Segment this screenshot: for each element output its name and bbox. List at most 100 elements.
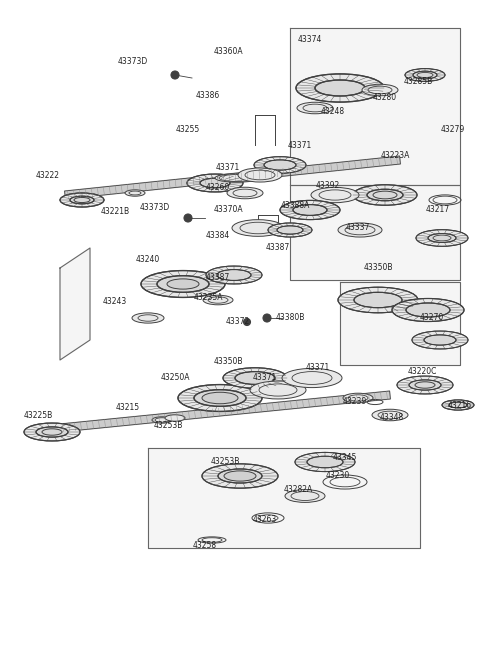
Ellipse shape: [132, 313, 164, 323]
Ellipse shape: [60, 193, 104, 207]
Ellipse shape: [424, 335, 456, 345]
Text: 43388A: 43388A: [280, 200, 310, 210]
Text: 43243: 43243: [103, 297, 127, 307]
Ellipse shape: [224, 471, 256, 481]
Ellipse shape: [202, 464, 278, 488]
Text: 43240: 43240: [136, 255, 160, 265]
Ellipse shape: [125, 190, 145, 196]
Ellipse shape: [367, 189, 403, 201]
Text: 43360A: 43360A: [213, 48, 243, 56]
Text: 43350B: 43350B: [363, 263, 393, 272]
Ellipse shape: [200, 178, 230, 188]
Text: 43220C: 43220C: [408, 367, 437, 377]
Text: 43258: 43258: [193, 540, 217, 550]
Ellipse shape: [250, 381, 306, 399]
Text: 43374: 43374: [298, 35, 322, 45]
Text: 43392: 43392: [316, 181, 340, 189]
Ellipse shape: [217, 270, 251, 280]
Ellipse shape: [223, 367, 287, 388]
Ellipse shape: [187, 174, 243, 192]
Text: 43279: 43279: [441, 126, 465, 134]
Ellipse shape: [282, 368, 342, 388]
Text: 43270: 43270: [420, 314, 444, 322]
Ellipse shape: [413, 71, 437, 79]
Text: 43384: 43384: [206, 231, 230, 240]
Ellipse shape: [354, 292, 402, 308]
Ellipse shape: [194, 390, 246, 406]
Text: 43285B: 43285B: [403, 77, 432, 86]
Ellipse shape: [70, 196, 94, 204]
Ellipse shape: [264, 160, 296, 170]
Text: 43371: 43371: [253, 373, 277, 383]
Ellipse shape: [215, 174, 259, 182]
Ellipse shape: [227, 187, 263, 198]
Ellipse shape: [280, 200, 340, 219]
Text: 43386: 43386: [196, 90, 220, 100]
Ellipse shape: [218, 469, 262, 483]
Polygon shape: [290, 28, 460, 185]
Ellipse shape: [24, 423, 80, 441]
Text: 43253B: 43253B: [210, 457, 240, 466]
Ellipse shape: [141, 271, 225, 297]
Polygon shape: [60, 391, 390, 432]
Ellipse shape: [311, 187, 359, 202]
Text: 43248: 43248: [321, 107, 345, 117]
Text: 43217: 43217: [426, 206, 450, 214]
Text: 43255: 43255: [176, 126, 200, 134]
Ellipse shape: [409, 380, 441, 390]
Ellipse shape: [295, 453, 355, 472]
Text: 43370A: 43370A: [213, 206, 243, 214]
Ellipse shape: [392, 299, 464, 322]
Polygon shape: [340, 282, 460, 365]
Ellipse shape: [428, 234, 456, 242]
Ellipse shape: [238, 168, 282, 182]
Text: 43371: 43371: [216, 164, 240, 172]
Text: 43282A: 43282A: [283, 485, 312, 495]
Ellipse shape: [406, 303, 450, 317]
Ellipse shape: [268, 223, 312, 237]
Ellipse shape: [232, 219, 284, 236]
Ellipse shape: [296, 74, 384, 102]
Ellipse shape: [416, 230, 468, 246]
Ellipse shape: [338, 287, 418, 313]
Ellipse shape: [165, 415, 185, 421]
Ellipse shape: [167, 279, 199, 289]
Ellipse shape: [243, 318, 251, 326]
Ellipse shape: [293, 204, 327, 215]
Text: 43253B: 43253B: [153, 421, 183, 430]
Text: 43250A: 43250A: [160, 373, 190, 383]
Text: 43280: 43280: [373, 94, 397, 102]
Text: 43223A: 43223A: [380, 151, 410, 160]
Ellipse shape: [285, 489, 325, 502]
Text: 43215: 43215: [116, 403, 140, 413]
Ellipse shape: [203, 295, 233, 305]
Polygon shape: [60, 248, 90, 360]
Ellipse shape: [263, 314, 271, 322]
Ellipse shape: [206, 266, 262, 284]
Text: 43235A: 43235A: [193, 293, 223, 303]
Ellipse shape: [353, 185, 417, 205]
Ellipse shape: [157, 276, 209, 292]
Ellipse shape: [412, 331, 468, 349]
Text: 43371: 43371: [288, 141, 312, 149]
Ellipse shape: [362, 84, 398, 96]
Ellipse shape: [235, 371, 275, 384]
Text: 43337: 43337: [346, 223, 370, 233]
Text: 43373D: 43373D: [140, 204, 170, 212]
Ellipse shape: [307, 457, 343, 468]
Text: 43350B: 43350B: [213, 358, 243, 367]
Text: 43230: 43230: [326, 470, 350, 479]
Ellipse shape: [178, 384, 262, 411]
Ellipse shape: [343, 393, 373, 403]
Ellipse shape: [152, 417, 172, 423]
Ellipse shape: [171, 71, 179, 79]
Ellipse shape: [202, 392, 238, 403]
Text: 43221B: 43221B: [100, 208, 130, 217]
Ellipse shape: [405, 69, 445, 81]
Polygon shape: [65, 156, 400, 199]
Text: 43345: 43345: [333, 453, 357, 462]
Text: 43380B: 43380B: [276, 314, 305, 322]
Ellipse shape: [277, 226, 303, 234]
Text: 43222: 43222: [36, 170, 60, 179]
Text: 43387: 43387: [206, 274, 230, 282]
